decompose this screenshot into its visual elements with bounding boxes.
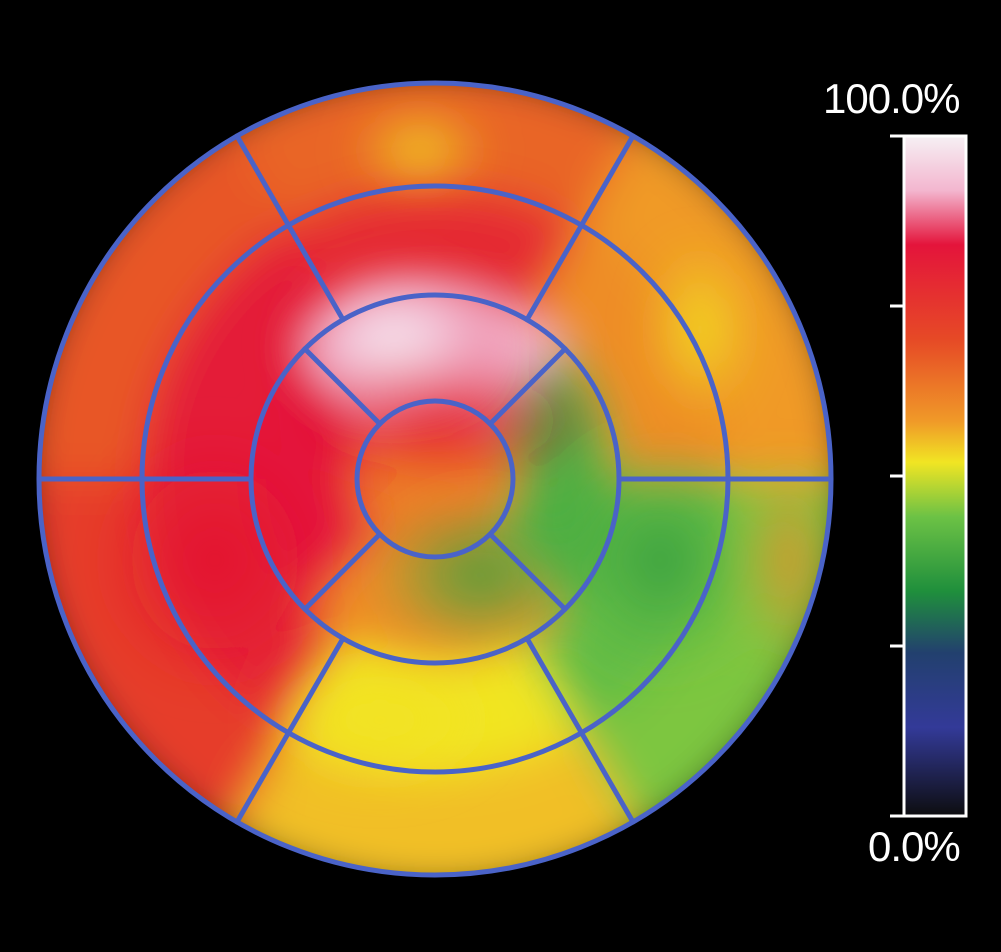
spoke-240 [234,635,346,825]
segment-8 [142,225,343,479]
spoke-apical-315 [487,531,568,612]
green-patch-right [550,440,770,680]
spoke-120 [234,133,346,323]
green-patch-center [370,495,590,655]
yellow-patch-right [645,240,755,420]
spoke-apical-45 [487,346,568,427]
yellow-patch-top [350,105,490,195]
ring-boundary-4 [354,398,516,560]
spoke-apical-135 [302,346,383,427]
color-scale-gradient [904,136,966,816]
spoke-apical-225 [302,531,383,612]
segment-12 [527,225,728,479]
color-scale-ticks [890,134,904,818]
segment-2 [39,118,289,479]
red-patch-left [95,430,335,690]
spoke-300 [524,635,636,825]
scale-min-label: 0.0% [868,823,961,870]
yellow-patch-bottom [260,650,500,790]
red-patch-center [270,350,610,490]
spoke-60 [524,133,636,323]
scale-max-label: 100.0% [823,75,960,122]
color-scale-bar [890,134,968,818]
segment-boundaries [36,80,834,878]
